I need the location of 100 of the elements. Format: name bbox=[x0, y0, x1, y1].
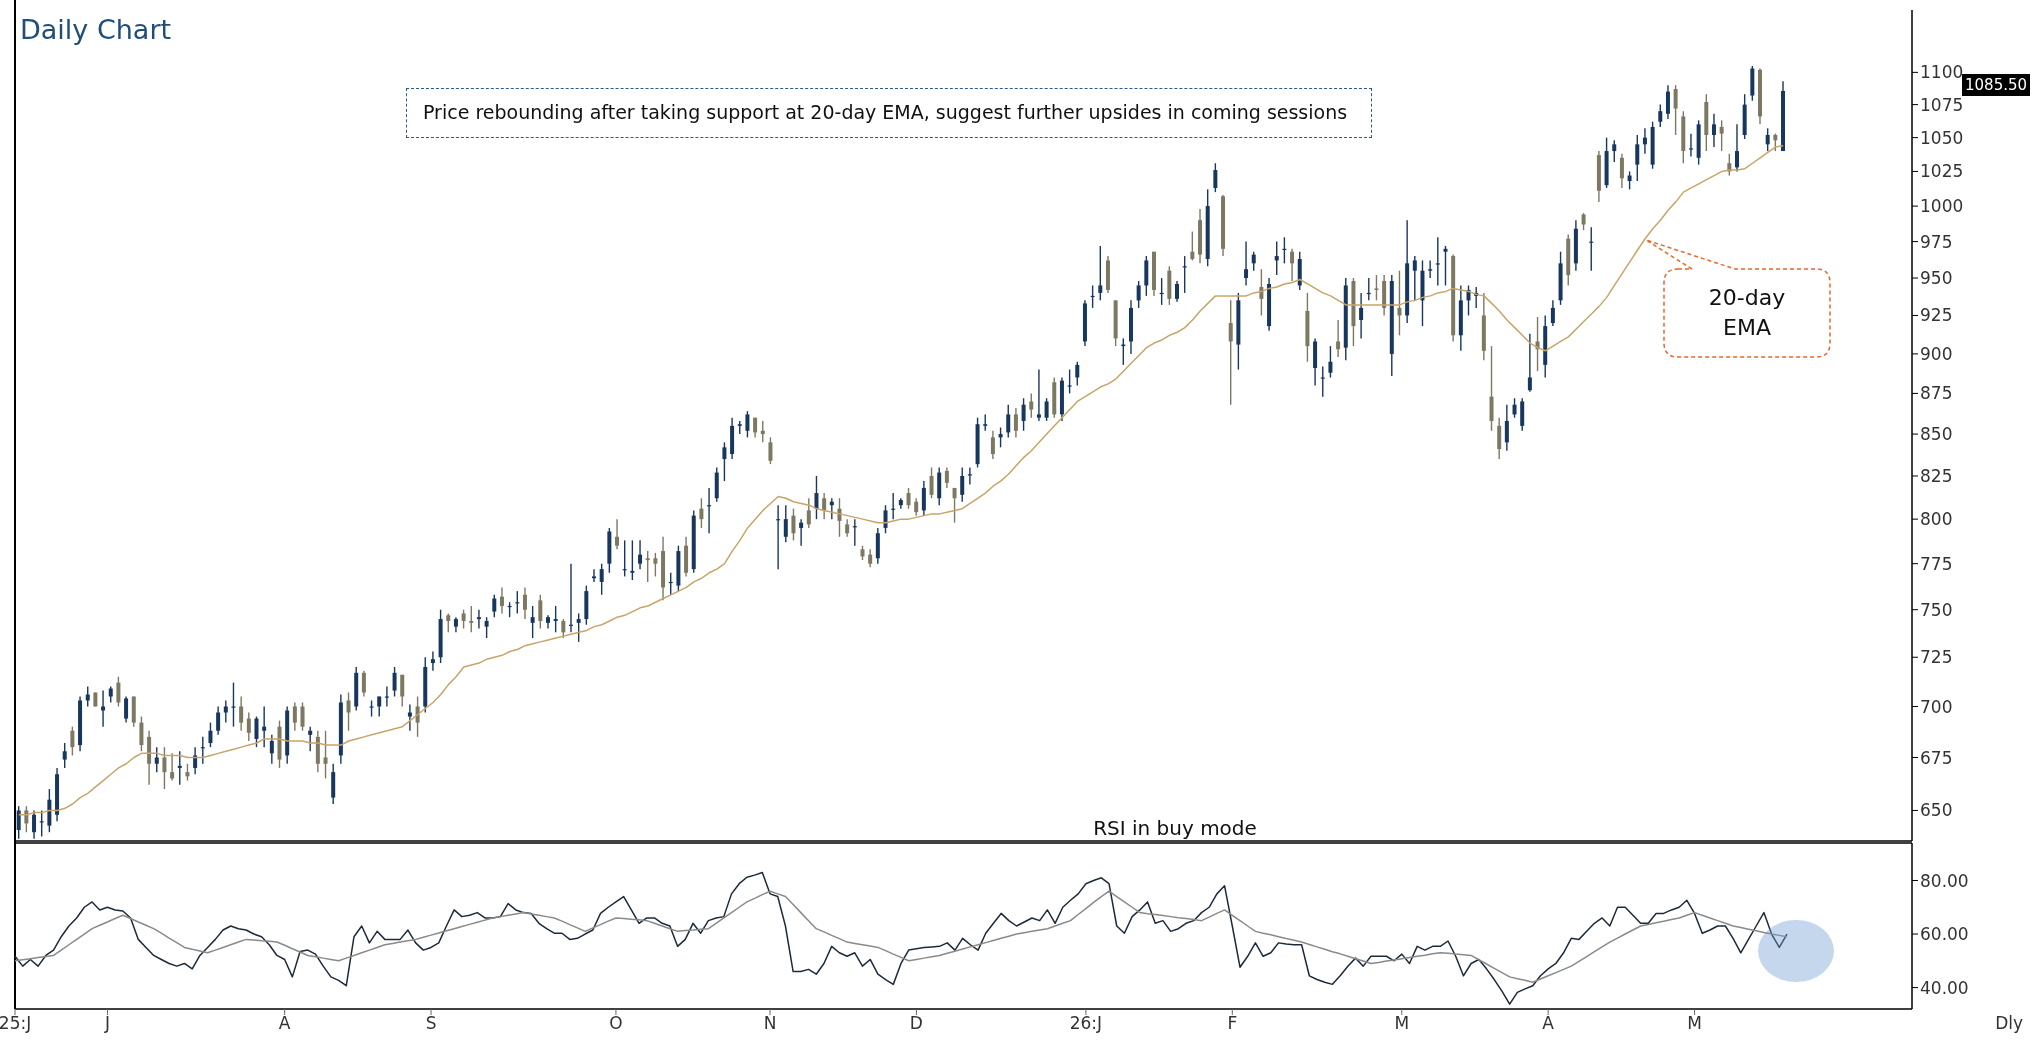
candlestick bbox=[944, 466, 949, 489]
annotation: Price rebounding after taking support at 20-day EMA, suggest further upsides in coming sessions bbox=[406, 88, 1372, 138]
text: Dly bbox=[1995, 1013, 2023, 1033]
y-tick-label: 950 bbox=[1920, 268, 1953, 289]
y-tick-label: 40.00 bbox=[1920, 977, 1969, 998]
candlestick bbox=[323, 730, 328, 780]
y-tick-label: 975 bbox=[1920, 231, 1953, 252]
candlestick bbox=[760, 420, 765, 444]
candlestick bbox=[1175, 280, 1180, 303]
x-tick-label: J bbox=[103, 1013, 110, 1034]
candlestick bbox=[1428, 259, 1433, 279]
candlestick bbox=[806, 497, 811, 529]
candlestick bbox=[538, 594, 543, 630]
y-tick-label: 925 bbox=[1920, 305, 1953, 326]
candlestick bbox=[599, 562, 604, 596]
candlestick bbox=[384, 685, 389, 708]
candlestick bbox=[269, 734, 274, 765]
candlestick bbox=[346, 691, 351, 732]
candlestick bbox=[1688, 132, 1693, 158]
x-tick-label: A bbox=[278, 1013, 291, 1034]
candlestick bbox=[699, 497, 704, 529]
candlestick bbox=[208, 721, 213, 748]
y-tick-label: 1075 bbox=[1920, 94, 1964, 115]
candlestick bbox=[783, 504, 788, 543]
candlestick bbox=[1673, 84, 1678, 136]
x-tick-label: 26:J bbox=[1069, 1013, 1103, 1034]
candlestick bbox=[952, 487, 957, 524]
candlestick bbox=[906, 487, 911, 510]
candlestick bbox=[883, 504, 888, 534]
y-tick-label: 775 bbox=[1920, 553, 1953, 574]
candlestick bbox=[1397, 269, 1402, 337]
candlestick bbox=[499, 586, 504, 615]
candlestick bbox=[1443, 245, 1448, 287]
candlestick bbox=[576, 612, 581, 643]
x-tick-label: O bbox=[609, 1013, 623, 1034]
candlestick bbox=[1021, 397, 1026, 432]
candlestick bbox=[177, 750, 182, 786]
candlestick bbox=[1228, 299, 1233, 406]
candlestick bbox=[1711, 113, 1716, 148]
x-tick-label: M bbox=[1687, 1013, 1702, 1034]
candlestick bbox=[638, 539, 643, 570]
candlestick bbox=[1029, 392, 1034, 419]
candlestick bbox=[377, 695, 382, 718]
candlestick bbox=[1244, 240, 1249, 287]
candlestick bbox=[1006, 403, 1011, 439]
candlestick bbox=[1550, 299, 1555, 327]
candlestick bbox=[162, 746, 167, 790]
text: 1085.50 bbox=[1962, 74, 2031, 96]
candlestick bbox=[300, 701, 305, 732]
candlestick bbox=[400, 674, 405, 708]
candlestick bbox=[154, 746, 159, 773]
candlestick bbox=[998, 426, 1003, 449]
candlestick bbox=[62, 742, 67, 769]
candlestick bbox=[530, 605, 535, 639]
chart-title: RSI in buy mode bbox=[1092, 816, 1258, 840]
x-tick-label: M bbox=[1394, 1013, 1410, 1034]
y-tick-label: 700 bbox=[1920, 696, 1953, 717]
candlestick bbox=[469, 605, 474, 634]
candlestick bbox=[193, 746, 198, 775]
x-tick-label: A bbox=[1542, 1013, 1555, 1034]
candlestick bbox=[1359, 292, 1364, 340]
candlestick bbox=[1635, 134, 1640, 182]
candlestick bbox=[929, 466, 934, 499]
candlestick bbox=[921, 480, 926, 517]
y-tick-label: 1000 bbox=[1920, 196, 1964, 217]
y-tick-label: 875 bbox=[1920, 383, 1953, 404]
candlestick bbox=[484, 616, 489, 639]
candlestick bbox=[124, 695, 129, 724]
candlestick bbox=[1665, 84, 1670, 120]
candlestick bbox=[822, 492, 827, 520]
candlestick bbox=[1497, 416, 1502, 460]
candlestick bbox=[1527, 333, 1532, 393]
candlestick bbox=[392, 666, 397, 698]
candlestick bbox=[70, 725, 75, 757]
candlestick bbox=[722, 441, 727, 482]
candlestick bbox=[415, 695, 420, 738]
candlestick bbox=[476, 608, 481, 630]
y-tick-label: 675 bbox=[1920, 747, 1953, 768]
candlestick bbox=[1136, 280, 1141, 309]
candlestick bbox=[791, 507, 796, 542]
chart-title: Daily Chart bbox=[20, 14, 172, 45]
candlestick bbox=[1765, 127, 1770, 152]
candlestick bbox=[799, 518, 804, 547]
y-tick-label: 800 bbox=[1920, 509, 1953, 530]
candlestick bbox=[960, 466, 965, 503]
x-tick-label: N bbox=[763, 1013, 777, 1034]
candlestick bbox=[1512, 397, 1517, 419]
y-tick-label: 650 bbox=[1920, 800, 1953, 821]
candlestick bbox=[461, 608, 466, 630]
candlestick bbox=[630, 539, 635, 581]
candlestick bbox=[1213, 162, 1218, 193]
x-tick-label: D bbox=[909, 1013, 923, 1034]
candlestick bbox=[239, 695, 244, 732]
candlestick bbox=[16, 805, 21, 840]
annotation: 20-day EMA bbox=[1707, 284, 1787, 342]
candlestick bbox=[216, 705, 221, 736]
candlestick bbox=[1251, 251, 1256, 272]
y-tick-label: 80.00 bbox=[1920, 870, 1969, 891]
y-tick-label: 1025 bbox=[1920, 161, 1964, 182]
candlestick bbox=[1098, 245, 1103, 302]
